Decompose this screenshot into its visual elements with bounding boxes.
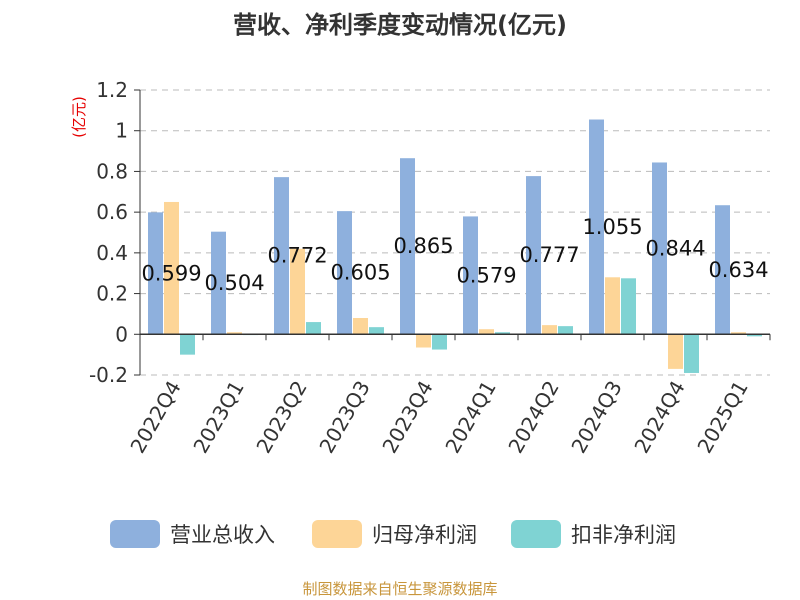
y-tick-label: -0.2 [89, 363, 128, 387]
y-tick-label: 1.2 [96, 78, 128, 102]
data-label-2025Q1: 0.634 [708, 258, 768, 282]
data-label-2023Q4: 0.865 [393, 234, 453, 258]
legend-swatch-0[interactable] [110, 520, 160, 548]
bar-2023Q2-series-2 [306, 322, 321, 335]
data-label-2023Q1: 0.504 [204, 271, 264, 295]
bar-2022Q4-series-1 [164, 201, 179, 335]
data-labels: 0.599 0.5040.7720.6050.8650.5790.7771.055… [141, 215, 768, 295]
data-label-2024Q3: 1.055 [582, 215, 642, 239]
y-axis-unit-label: (亿元) [70, 96, 88, 138]
bar-2024Q4-series-0 [652, 162, 667, 335]
bar-2023Q3-series-1 [353, 318, 368, 335]
y-tick-label: 0.8 [96, 159, 128, 183]
data-label-2024Q4: 0.844 [645, 236, 705, 260]
y-tick-label: 0 [115, 322, 128, 346]
bar-2025Q1-series-0 [715, 205, 730, 335]
y-tick-label: 0.6 [96, 200, 128, 224]
x-tick-label: 2024Q1 [440, 377, 500, 458]
data-label-2023Q2: 0.772 [267, 244, 327, 268]
x-tick-label: 2024Q4 [629, 377, 689, 458]
chart-title: 营收、净利季度变动情况(亿元) [233, 11, 567, 39]
bar-2024Q1-series-2 [495, 332, 510, 335]
bar-2024Q2-series-2 [558, 326, 573, 335]
bar-2022Q4-series-2 [180, 334, 195, 355]
legend-swatch-2[interactable] [511, 520, 561, 548]
legend-label-1: 归母净利润 [372, 523, 477, 547]
x-tick-label: 2023Q1 [188, 377, 248, 458]
bar-2024Q1-series-1 [479, 329, 494, 335]
bar-2024Q2-series-0 [526, 176, 541, 335]
bar-2024Q3-series-1 [605, 277, 620, 335]
data-label-2023Q3: 0.605 [330, 261, 390, 285]
bar-2023Q1-series-0 [211, 231, 226, 335]
x-tick-label: 2023Q3 [314, 377, 374, 458]
bars [148, 119, 762, 373]
bar-2023Q2-series-1 [290, 248, 305, 335]
bar-2024Q3-series-2 [621, 278, 636, 335]
bar-2025Q1-series-1 [731, 332, 746, 335]
grid-lines [140, 89, 770, 376]
legend-label-0: 营业总收入 [170, 523, 275, 547]
bar-2023Q1-series-1 [227, 332, 242, 335]
bar-2024Q4-series-2 [684, 334, 699, 373]
data-label-2022Q4: 0.599 [141, 261, 201, 285]
x-tick-label: 2023Q4 [377, 377, 437, 458]
bar-2022Q4-series-0 [148, 212, 163, 335]
bar-2023Q4-series-1 [416, 334, 431, 348]
bar-2023Q4-series-0 [400, 158, 415, 335]
bar-2024Q4-series-1 [668, 334, 683, 369]
bar-2024Q2-series-1 [542, 325, 557, 335]
x-tick-label: 2023Q2 [251, 377, 311, 458]
x-tick-label: 2022Q4 [125, 377, 185, 458]
data-label-2024Q1: 0.579 [456, 263, 516, 287]
bar-2024Q1-series-0 [463, 216, 478, 335]
y-tick-label: 0.4 [96, 241, 128, 265]
y-tick-label: 1 [115, 119, 128, 143]
bar-2023Q3-series-0 [337, 211, 352, 335]
source-note: 制图数据来自恒生聚源数据库 [302, 580, 497, 598]
legend: 营业总收入 归母净利润 扣非净利润 [110, 520, 676, 548]
legend-swatch-1[interactable] [312, 520, 362, 548]
data-label-2024Q2: 0.777 [519, 243, 579, 267]
x-tick-label: 2024Q3 [566, 377, 626, 458]
x-tick-label: 2024Q2 [503, 377, 563, 458]
bar-2023Q4-series-2 [432, 334, 447, 350]
x-tick-label: 2025Q1 [692, 377, 752, 458]
bar-2023Q2-series-0 [274, 177, 289, 335]
bar-2025Q1-series-2 [747, 334, 762, 337]
legend-label-2: 扣非净利润 [571, 523, 676, 547]
y-tick-label: 0.2 [96, 282, 128, 306]
bar-2024Q3-series-0 [589, 119, 604, 335]
bar-2023Q3-series-2 [369, 327, 384, 335]
